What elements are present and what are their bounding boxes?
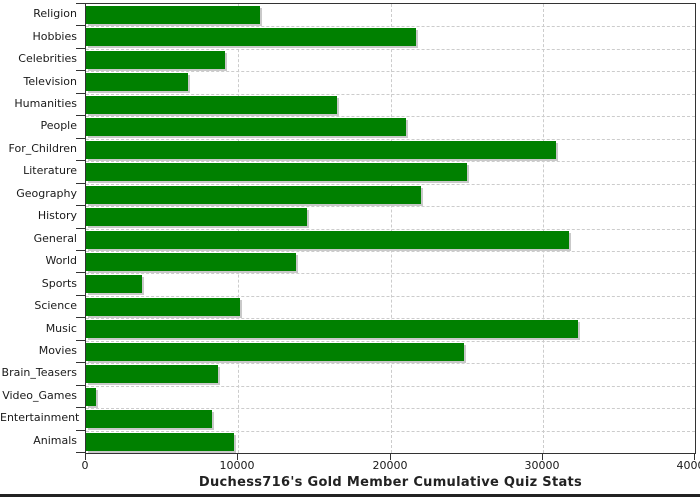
bar-general <box>86 231 569 249</box>
y-axis-tick <box>76 295 85 296</box>
y-axis-tick <box>76 205 85 206</box>
y-axis-tick <box>76 25 85 26</box>
y-axis-tick <box>76 362 85 363</box>
chart-title: Duchess716's Gold Member Cumulative Quiz… <box>198 475 583 490</box>
y-axis-label-for-children: For_Children <box>8 142 77 155</box>
y-axis-tick <box>76 430 85 431</box>
x-axis-label-30000: 30000 <box>524 459 560 472</box>
y-axis-label-entertainment: Entertainment <box>0 411 80 424</box>
y-axis-label-geography: Geography <box>16 187 77 200</box>
y-axis-label-movies: Movies <box>38 344 77 357</box>
y-axis-label-video-games: Video_Games <box>2 389 77 402</box>
bar-celebrities <box>86 51 225 69</box>
bar-movies <box>86 343 464 361</box>
y-axis-tick <box>76 93 85 94</box>
bar-people <box>86 118 406 136</box>
y-axis-tick <box>76 228 85 229</box>
horizontal-gridline <box>86 71 695 72</box>
bar-history <box>86 208 307 226</box>
vertical-gridline-10000 <box>238 4 239 453</box>
horizontal-gridline <box>86 296 695 297</box>
bar-brain-teasers <box>86 365 218 383</box>
y-axis-label-science: Science <box>34 299 77 312</box>
x-axis-label-10000: 10000 <box>219 459 255 472</box>
bar-humanities <box>86 96 337 114</box>
bar-for-children <box>86 141 556 159</box>
horizontal-gridline <box>86 386 695 387</box>
x-axis-tick-0 <box>85 454 86 460</box>
y-axis-label-history: History <box>37 209 77 222</box>
x-axis-tick-30000 <box>542 454 543 460</box>
horizontal-gridline <box>86 139 695 140</box>
bar-music <box>86 320 578 338</box>
y-axis-label-literature: Literature <box>23 164 77 177</box>
bar-literature <box>86 163 467 181</box>
y-axis-tick <box>76 452 85 453</box>
x-axis-tick-10000 <box>237 454 238 460</box>
vertical-gridline-20000 <box>391 4 392 453</box>
horizontal-gridline <box>86 408 695 409</box>
horizontal-gridline <box>86 318 695 319</box>
bottom-border-line <box>0 494 700 497</box>
x-axis-tick-20000 <box>390 454 391 460</box>
horizontal-gridline <box>86 363 695 364</box>
horizontal-gridline <box>86 206 695 207</box>
horizontal-gridline <box>86 116 695 117</box>
horizontal-gridline <box>86 273 695 274</box>
bar-science <box>86 298 240 316</box>
y-axis-label-world: World <box>45 254 77 267</box>
y-axis-tick <box>76 48 85 49</box>
vertical-gridline-30000 <box>543 4 544 453</box>
bar-geography <box>86 186 421 204</box>
y-axis-tick <box>76 183 85 184</box>
y-axis-label-hobbies: Hobbies <box>32 30 77 43</box>
y-axis-tick <box>76 3 85 4</box>
bar-sports <box>86 275 142 293</box>
y-axis-tick <box>76 317 85 318</box>
y-axis-tick <box>76 407 85 408</box>
bar-entertainment <box>86 410 212 428</box>
horizontal-gridline <box>86 184 695 185</box>
y-axis-label-television: Television <box>23 75 78 88</box>
y-axis-tick <box>76 115 85 116</box>
y-axis-label-sports: Sports <box>41 277 77 290</box>
horizontal-gridline <box>86 161 695 162</box>
horizontal-gridline <box>86 49 695 50</box>
x-axis-label-20000: 20000 <box>372 459 408 472</box>
y-axis-label-brain-teasers: Brain_Teasers <box>1 366 77 379</box>
y-axis-tick <box>76 272 85 273</box>
bar-hobbies <box>86 28 416 46</box>
y-axis-tick <box>76 138 85 139</box>
x-axis-label-0: 0 <box>81 459 89 472</box>
horizontal-gridline <box>86 431 695 432</box>
y-axis-label-religion: Religion <box>33 7 77 20</box>
y-axis-label-animals: Animals <box>33 434 77 447</box>
y-axis-tick <box>76 340 85 341</box>
y-axis-label-music: Music <box>45 322 77 335</box>
y-axis-label-people: People <box>40 119 77 132</box>
y-axis-label-humanities: Humanities <box>14 97 77 110</box>
y-axis-tick <box>76 250 85 251</box>
x-axis-tick-40000 <box>694 454 695 460</box>
plot-area <box>85 3 696 454</box>
horizontal-gridline <box>86 26 695 27</box>
bar-television <box>86 73 188 91</box>
y-axis-tick <box>76 70 85 71</box>
bar-world <box>86 253 296 271</box>
bar-video-games <box>86 388 96 406</box>
bar-animals <box>86 433 234 451</box>
horizontal-gridline <box>86 251 695 252</box>
horizontal-gridline <box>86 229 695 230</box>
y-axis-tick <box>76 385 85 386</box>
horizontal-gridline <box>86 341 695 342</box>
y-axis-label-general: General <box>33 232 77 245</box>
bar-religion <box>86 6 260 24</box>
y-axis-label-celebrities: Celebrities <box>18 52 77 65</box>
y-axis-tick <box>76 160 85 161</box>
horizontal-gridline <box>86 94 695 95</box>
x-axis-label-40000: 40000 <box>676 459 700 472</box>
